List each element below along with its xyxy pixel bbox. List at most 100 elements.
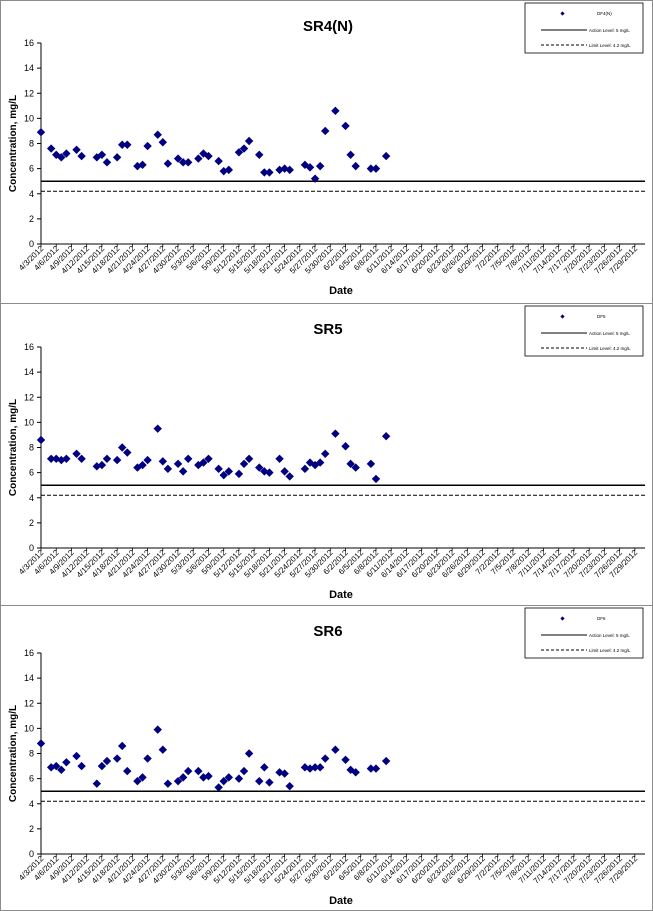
data-point xyxy=(280,467,289,476)
y-tick-label: 8 xyxy=(29,139,34,149)
data-point xyxy=(77,761,86,771)
data-point xyxy=(92,462,102,471)
data-point xyxy=(194,766,203,776)
y-tick-label: 8 xyxy=(29,749,34,759)
data-point xyxy=(310,174,320,183)
data-point xyxy=(178,467,188,476)
data-point xyxy=(366,459,376,469)
data-point xyxy=(62,758,71,767)
data-point xyxy=(285,472,294,481)
data-point xyxy=(371,764,381,773)
data-point xyxy=(341,755,350,764)
legend-limit-label: Limit Level: 4.2 mg/L xyxy=(589,648,631,653)
legend-action-label: Action Level: 5 mg/L xyxy=(589,331,630,336)
data-point xyxy=(123,448,132,457)
y-tick-label: 16 xyxy=(24,38,34,48)
data-point xyxy=(234,469,244,479)
x-axis-label: Date xyxy=(329,895,353,907)
data-point xyxy=(204,151,213,161)
y-tick-label: 14 xyxy=(24,367,34,377)
data-point xyxy=(341,121,350,131)
data-point xyxy=(371,164,381,173)
data-point xyxy=(153,725,162,734)
data-point xyxy=(143,754,152,763)
y-tick-label: 0 xyxy=(29,239,34,249)
data-point xyxy=(77,454,86,464)
data-point xyxy=(123,140,132,149)
data-point xyxy=(36,435,46,445)
data-point xyxy=(72,751,81,761)
data-point xyxy=(138,460,147,470)
data-point xyxy=(351,768,360,777)
data-point xyxy=(36,739,46,748)
data-point xyxy=(163,779,173,788)
data-point xyxy=(214,783,223,792)
data-point xyxy=(265,468,274,477)
legend-action-label: Action Level: 5 mg/L xyxy=(589,28,630,33)
chart-svg-sr5: SR5 DF5 Action Level: 5 mg/L Limit Level: 4… xyxy=(8,305,645,601)
data-point xyxy=(123,766,132,776)
data-point xyxy=(315,458,325,467)
data-point xyxy=(112,754,122,763)
data-point xyxy=(331,745,340,754)
data-point xyxy=(77,151,86,161)
data-point xyxy=(305,163,315,172)
data-point xyxy=(57,455,66,465)
data-point xyxy=(72,145,81,154)
y-tick-label: 4 xyxy=(29,189,34,199)
data-point xyxy=(36,127,46,137)
data-point xyxy=(158,745,168,754)
data-point xyxy=(112,455,122,465)
data-point xyxy=(72,449,81,458)
data-point xyxy=(285,165,294,175)
data-point xyxy=(118,741,127,751)
data-point xyxy=(163,159,173,168)
y-tick-label: 2 xyxy=(29,824,34,834)
chart-panel-sr5: SR5 DF5 Action Level: 5 mg/L Limit Level: 4… xyxy=(0,303,653,606)
y-tick-label: 16 xyxy=(24,342,34,352)
data-point xyxy=(244,749,254,758)
data-point xyxy=(239,144,249,153)
data-point xyxy=(239,766,249,776)
data-point xyxy=(178,158,188,167)
data-point xyxy=(275,454,284,464)
y-tick-label: 2 xyxy=(29,518,34,528)
data-point xyxy=(118,140,127,149)
y-axis-label: Concentration, mg/L xyxy=(8,705,19,802)
data-point xyxy=(97,761,107,771)
data-point xyxy=(138,160,147,170)
legend-limit-label: Limit Level: 4.2 mg/L xyxy=(589,43,631,48)
data-point xyxy=(199,458,208,467)
data-point xyxy=(285,781,294,791)
data-point xyxy=(97,150,107,160)
data-point xyxy=(381,431,391,441)
data-point xyxy=(183,766,193,776)
data-point xyxy=(143,141,152,151)
data-point xyxy=(102,158,112,167)
chart-title: SR5 xyxy=(313,321,342,338)
data-point xyxy=(331,106,340,116)
legend-series-label: DF6 xyxy=(597,616,606,621)
data-point xyxy=(280,164,289,173)
data-point xyxy=(62,454,71,464)
data-point xyxy=(97,460,107,470)
data-point xyxy=(62,149,71,158)
data-point xyxy=(57,153,66,162)
legend-series-label: DF4(N) xyxy=(597,11,612,16)
x-axis-label: Date xyxy=(329,589,353,601)
data-point xyxy=(265,778,274,787)
y-tick-label: 0 xyxy=(29,849,34,859)
legend-limit-label: Limit Level: 4.2 mg/L xyxy=(589,346,631,351)
data-point xyxy=(341,442,350,451)
y-tick-label: 4 xyxy=(29,493,34,503)
legend: DF5 Action Level: 5 mg/L Limit Level: 4.2 … xyxy=(524,305,644,357)
data-point xyxy=(112,153,122,162)
data-point xyxy=(52,761,61,771)
y-tick-label: 12 xyxy=(24,698,34,708)
y-tick-label: 4 xyxy=(29,799,34,809)
data-point xyxy=(214,464,223,474)
data-point xyxy=(224,467,233,476)
data-point xyxy=(153,130,162,139)
data-point xyxy=(346,150,355,160)
chart-title: SR6 xyxy=(313,623,342,640)
